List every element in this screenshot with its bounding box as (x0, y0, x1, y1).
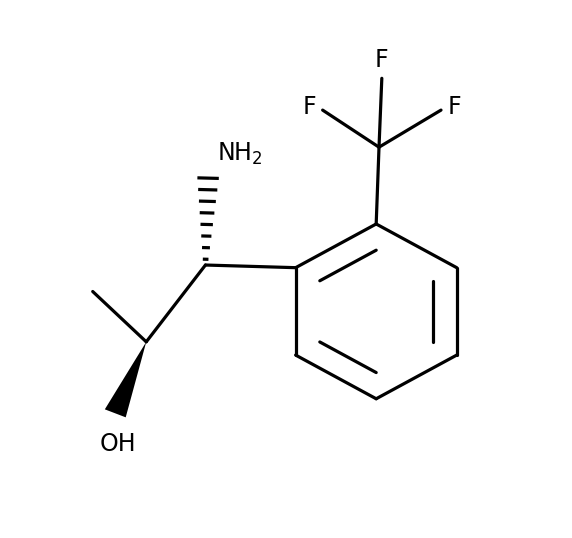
Text: NH$_2$: NH$_2$ (217, 141, 263, 167)
Text: F: F (448, 95, 462, 119)
Polygon shape (105, 342, 146, 417)
Text: F: F (302, 95, 316, 119)
Text: OH: OH (100, 432, 136, 456)
Text: F: F (375, 48, 388, 72)
